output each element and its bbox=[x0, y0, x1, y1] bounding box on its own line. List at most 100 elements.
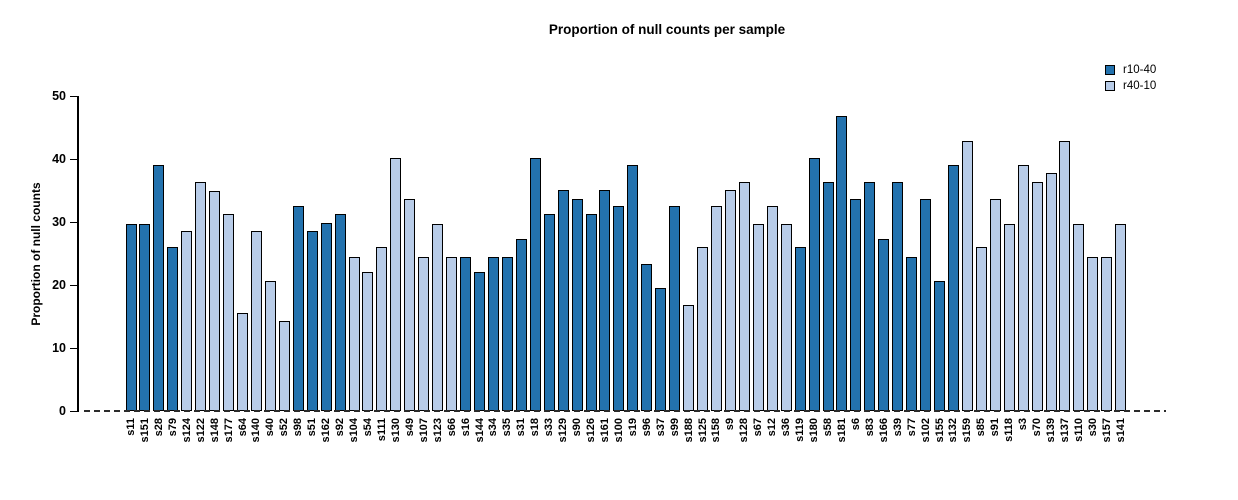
bar-s9 bbox=[724, 190, 736, 411]
y-axis-title: Proportion of null counts bbox=[29, 182, 43, 326]
bar-s111 bbox=[376, 247, 388, 411]
y-tick-label-10: 10 bbox=[52, 341, 66, 355]
y-tick-0 bbox=[70, 410, 78, 412]
x-label-s141: s141 bbox=[1114, 418, 1127, 443]
x-label-s125: s125 bbox=[696, 418, 709, 443]
x-label-s19: s19 bbox=[626, 418, 639, 437]
x-label-s39: s39 bbox=[891, 418, 904, 437]
x-label-s157: s157 bbox=[1100, 418, 1113, 443]
y-tick-50 bbox=[70, 95, 78, 97]
x-label-s148: s148 bbox=[208, 418, 221, 443]
x-label-s123: s123 bbox=[431, 418, 444, 443]
x-label-s3: s3 bbox=[1017, 418, 1030, 431]
x-label-s51: s51 bbox=[306, 418, 319, 437]
x-label-s151: s151 bbox=[138, 418, 151, 443]
chart-title: Proportion of null counts per sample bbox=[548, 22, 786, 37]
x-label-s9: s9 bbox=[724, 418, 737, 431]
bar-s137 bbox=[1059, 141, 1071, 411]
bar-s66 bbox=[446, 257, 458, 411]
x-label-s83: s83 bbox=[863, 418, 876, 437]
zero-baseline bbox=[84, 410, 1166, 412]
bar-s6 bbox=[850, 199, 862, 411]
bar-s70 bbox=[1031, 182, 1043, 411]
x-label-s12: s12 bbox=[766, 418, 779, 437]
x-label-s126: s126 bbox=[585, 418, 598, 443]
bar-s122 bbox=[195, 182, 207, 411]
y-tick-30 bbox=[70, 221, 78, 223]
x-label-s188: s188 bbox=[682, 418, 695, 443]
x-label-s128: s128 bbox=[738, 418, 751, 443]
x-label-s118: s118 bbox=[1003, 418, 1016, 442]
x-label-s132: s132 bbox=[947, 418, 960, 443]
y-tick-10 bbox=[70, 347, 78, 349]
bar-s144 bbox=[474, 272, 485, 411]
bar-s18 bbox=[529, 158, 541, 411]
x-label-s34: s34 bbox=[487, 418, 500, 437]
bar-s158 bbox=[710, 206, 722, 411]
bar-s90 bbox=[571, 199, 583, 411]
x-label-s155: s155 bbox=[933, 418, 946, 443]
bar-s124 bbox=[181, 231, 193, 411]
x-label-s166: s166 bbox=[877, 418, 890, 443]
bar-s12 bbox=[766, 206, 778, 411]
bar-s166 bbox=[878, 239, 890, 411]
bar-s96 bbox=[641, 264, 653, 411]
bar-s181 bbox=[836, 116, 848, 411]
bar-s39 bbox=[892, 182, 904, 411]
bar-s34 bbox=[487, 257, 499, 411]
bar-s151 bbox=[139, 224, 151, 411]
bar-s118 bbox=[1003, 224, 1015, 411]
x-label-s102: s102 bbox=[919, 418, 932, 443]
bar-s67 bbox=[752, 224, 764, 411]
legend-label-r40-10: r40-10 bbox=[1123, 79, 1157, 92]
x-label-s124: s124 bbox=[180, 418, 193, 443]
legend-label-r10-40: r10-40 bbox=[1123, 63, 1157, 76]
x-label-s85: s85 bbox=[975, 418, 988, 437]
x-label-s64: s64 bbox=[236, 418, 249, 437]
y-tick-label-50: 50 bbox=[52, 89, 66, 103]
x-label-s52: s52 bbox=[278, 418, 291, 437]
x-label-s90: s90 bbox=[571, 418, 584, 437]
x-label-s18: s18 bbox=[529, 418, 542, 437]
bar-s159 bbox=[961, 141, 973, 411]
y-axis-line bbox=[77, 96, 79, 412]
bar-s64 bbox=[237, 313, 249, 411]
x-label-s36: s36 bbox=[780, 418, 793, 437]
bar-s177 bbox=[223, 214, 235, 411]
x-label-s99: s99 bbox=[668, 418, 681, 437]
legend-swatch-r10-40 bbox=[1105, 65, 1115, 75]
bar-s129 bbox=[557, 190, 569, 411]
x-label-s122: s122 bbox=[194, 418, 207, 443]
legend-swatch-r40-10 bbox=[1105, 81, 1115, 91]
bar-s162 bbox=[320, 223, 332, 411]
x-label-s35: s35 bbox=[501, 418, 514, 437]
x-label-s79: s79 bbox=[166, 418, 179, 437]
x-label-s110: s110 bbox=[1072, 418, 1085, 442]
bar-s130 bbox=[390, 158, 402, 411]
x-label-s33: s33 bbox=[543, 418, 556, 437]
bar-s52 bbox=[278, 321, 290, 411]
bar-s188 bbox=[683, 305, 695, 411]
bar-s28 bbox=[153, 165, 165, 411]
x-label-s16: s16 bbox=[459, 418, 472, 437]
x-label-s137: s137 bbox=[1058, 418, 1071, 443]
y-tick-label-30: 30 bbox=[52, 215, 66, 229]
bar-s141 bbox=[1115, 224, 1127, 411]
bar-s49 bbox=[404, 199, 416, 411]
x-label-s31: s31 bbox=[515, 418, 528, 437]
x-label-s130: s130 bbox=[389, 418, 402, 443]
legend-entry-r40-10: r40-10 bbox=[1105, 78, 1156, 94]
bar-s33 bbox=[543, 214, 555, 411]
bar-s16 bbox=[460, 257, 472, 411]
x-label-s66: s66 bbox=[445, 418, 458, 437]
bar-s36 bbox=[780, 224, 792, 411]
x-label-s159: s159 bbox=[961, 418, 974, 443]
bar-s3 bbox=[1017, 165, 1029, 411]
bar-s119 bbox=[794, 247, 806, 411]
bar-s161 bbox=[599, 190, 611, 411]
x-label-s30: s30 bbox=[1086, 418, 1099, 437]
bar-s125 bbox=[697, 247, 709, 411]
x-label-s161: s161 bbox=[598, 418, 611, 443]
bar-s139 bbox=[1045, 173, 1057, 411]
